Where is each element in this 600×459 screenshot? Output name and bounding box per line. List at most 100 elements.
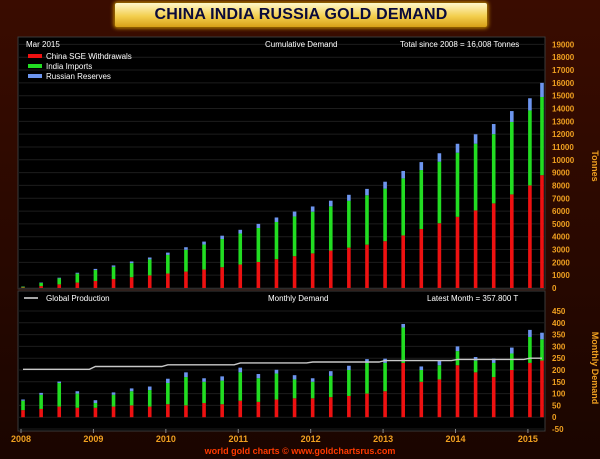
undefined-bar-russian: [238, 367, 243, 373]
undefined-bar-india: [111, 266, 116, 280]
undefined-bar-china: [365, 244, 369, 288]
y-tick-label: 300: [552, 342, 566, 351]
undefined-bar-india: [419, 370, 424, 382]
undefined-bar-china: [473, 372, 478, 418]
undefined-bar-india: [238, 372, 243, 401]
undefined-bar-india: [21, 400, 25, 411]
undefined-bar-china: [383, 391, 387, 418]
undefined-bar-russian: [129, 388, 134, 392]
undefined-bar-india: [147, 259, 152, 276]
undefined-bar-russian: [75, 391, 80, 394]
y-tick-label: 100: [552, 390, 566, 399]
undefined-bar-china: [310, 398, 315, 418]
undefined-bar-india: [383, 362, 387, 392]
x-tick-label: 2010: [156, 434, 176, 444]
undefined-bar-china: [93, 280, 98, 288]
undefined-bar-china: [39, 286, 43, 288]
y-tick-label: 0: [552, 413, 557, 422]
undefined-bar-china: [401, 362, 405, 418]
y-tick-label: 250: [552, 354, 566, 363]
y-tick-label: 12000: [552, 130, 575, 139]
undefined-bar-china: [292, 398, 297, 418]
x-tick-label: 2015: [518, 434, 538, 444]
undefined-bar-china: [383, 241, 387, 288]
undefined-bar-india: [401, 327, 405, 363]
undefined-bar-india: [401, 178, 405, 236]
undefined-bar-russian: [347, 365, 351, 370]
undefined-bar-russian: [147, 386, 152, 391]
source-credit: world gold charts © www.goldchartsrus.co…: [204, 446, 396, 456]
undefined-bar-china: [292, 256, 297, 288]
undefined-bar-russian: [540, 82, 544, 97]
undefined-bar-russian: [166, 378, 170, 383]
y-tick-label: 50: [552, 401, 561, 410]
undefined-bar-india: [292, 216, 297, 257]
undefined-bar-russian: [274, 369, 279, 374]
undefined-bar-china: [238, 264, 243, 288]
bottom-y-tick-labels: -50 0 50 100 150 200 250 300 350 400 450: [552, 307, 566, 434]
undefined-bar-russian: [111, 265, 116, 267]
cumulative-bars: [21, 82, 544, 288]
undefined-bar-india: [419, 170, 424, 230]
undefined-bar-russian: [419, 366, 424, 370]
undefined-bar-russian: [455, 346, 460, 352]
undefined-bar-china: [57, 406, 62, 418]
top-y-tick-labels: 0 1000 2000 3000 4000 5000 6000 7000 8000 9000 100…: [552, 40, 575, 293]
undefined-bar-india: [473, 143, 478, 211]
undefined-bar-russian: [528, 98, 532, 111]
date-label: Mar 2015: [26, 40, 60, 49]
undefined-bar-russian: [365, 188, 369, 196]
undefined-bar-india: [57, 278, 62, 285]
undefined-bar-china: [540, 360, 544, 418]
undefined-bar-india: [129, 263, 134, 278]
undefined-bar-russian: [147, 257, 152, 260]
legend-label-india: India Imports: [46, 62, 92, 71]
undefined-bar-india: [310, 211, 315, 254]
undefined-bar-india: [473, 360, 478, 373]
undefined-bar-india: [220, 239, 224, 268]
undefined-bar-china: [202, 269, 206, 288]
x-tick-label: 2012: [301, 434, 321, 444]
undefined-bar-india: [256, 228, 261, 262]
undefined-bar-india: [166, 382, 170, 405]
undefined-bar-china: [510, 194, 514, 288]
legend-swatch-russia: [28, 74, 42, 78]
undefined-bar-china: [455, 365, 460, 418]
undefined-bar-china: [510, 370, 514, 418]
undefined-bar-russian: [401, 323, 405, 328]
undefined-bar-india: [274, 221, 279, 260]
y-tick-label: 7000: [552, 194, 570, 203]
undefined-bar-russian: [292, 375, 297, 380]
undefined-bar-russian: [184, 247, 188, 250]
undefined-bar-china: [147, 275, 152, 288]
undefined-bar-india: [75, 393, 80, 408]
undefined-bar-russian: [455, 143, 460, 153]
undefined-bar-china: [166, 273, 170, 288]
undefined-bar-india: [93, 270, 98, 281]
undefined-bar-russian: [473, 134, 478, 144]
undefined-bar-china: [75, 407, 80, 418]
undefined-bar-india: [528, 110, 532, 186]
undefined-bar-russian: [202, 378, 206, 382]
undefined-bar-china: [365, 393, 369, 418]
y-tick-label: 150: [552, 378, 566, 387]
undefined-bar-russian: [57, 277, 62, 279]
undefined-bar-china: [401, 235, 405, 288]
undefined-bar-china: [57, 284, 62, 288]
undefined-bar-india: [328, 375, 333, 398]
y-tick-label: 15000: [552, 92, 575, 101]
undefined-bar-china: [491, 377, 496, 418]
undefined-bar-russian: [220, 376, 224, 381]
y-tick-label: 14000: [552, 105, 575, 114]
undefined-bar-russian: [419, 162, 424, 171]
y-tick-label: 1000: [552, 271, 570, 280]
undefined-bar-china: [111, 406, 116, 418]
undefined-bar-india: [455, 152, 460, 217]
undefined-bar-china: [274, 399, 279, 418]
y-tick-label: 450: [552, 307, 566, 316]
undefined-bar-india: [347, 370, 351, 396]
undefined-bar-russian: [274, 217, 279, 222]
undefined-bar-india: [510, 353, 514, 370]
undefined-bar-india: [111, 394, 116, 407]
